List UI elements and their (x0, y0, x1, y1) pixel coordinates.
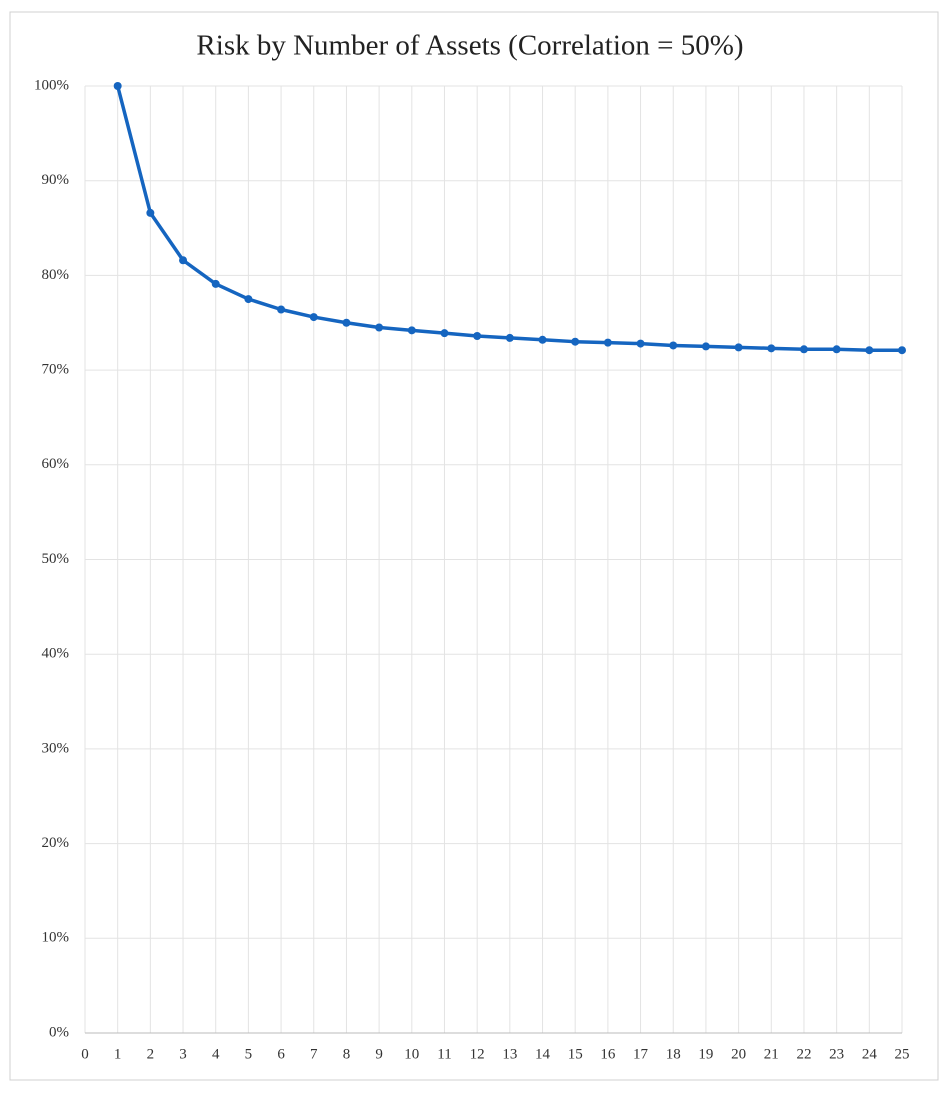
x-tick-label: 17 (633, 1046, 649, 1062)
data-point (309, 313, 318, 322)
x-tick-label: 5 (245, 1046, 253, 1062)
data-point (832, 345, 841, 354)
data-point (799, 345, 808, 354)
x-tick-label: 12 (470, 1046, 485, 1062)
y-tick-label: 40% (42, 646, 70, 662)
data-point (375, 323, 384, 332)
data-point (734, 343, 743, 352)
y-tick-label: 60% (42, 456, 70, 472)
x-tick-label: 25 (895, 1046, 910, 1062)
data-point (505, 333, 514, 342)
x-tick-label: 13 (502, 1046, 517, 1062)
x-tick-label: 19 (698, 1046, 713, 1062)
data-point (473, 332, 482, 341)
data-point (898, 346, 906, 355)
y-tick-label: 70% (42, 362, 70, 378)
data-point (538, 335, 547, 344)
x-tick-label: 18 (666, 1046, 681, 1062)
x-tick-label: 4 (212, 1046, 220, 1062)
y-tick-label: 100% (34, 77, 69, 93)
y-tick-label: 20% (42, 835, 70, 851)
data-point (603, 338, 612, 347)
x-tick-label: 9 (375, 1046, 383, 1062)
data-point (407, 326, 416, 335)
x-tick-label: 8 (343, 1046, 351, 1062)
data-point (211, 279, 220, 288)
x-tick-label: 6 (277, 1046, 285, 1062)
data-point (146, 208, 155, 217)
data-point (571, 337, 580, 346)
data-point (865, 346, 874, 355)
y-tick-label: 10% (42, 930, 70, 946)
data-point (767, 344, 776, 353)
x-tick-label: 11 (437, 1046, 451, 1062)
x-tick-label: 7 (310, 1046, 318, 1062)
data-point (277, 305, 286, 314)
data-point (244, 295, 253, 304)
chart-title: Risk by Number of Assets (Correlation = … (196, 30, 743, 62)
x-tick-label: 21 (764, 1046, 779, 1062)
x-tick-label: 2 (147, 1046, 155, 1062)
y-tick-label: 90% (42, 172, 70, 188)
data-point (701, 342, 710, 351)
data-point (669, 341, 678, 350)
y-tick-label: 0% (49, 1024, 69, 1040)
data-point (636, 339, 645, 348)
y-tick-label: 50% (42, 551, 70, 567)
x-tick-label: 23 (829, 1046, 844, 1062)
y-tick-label: 80% (42, 267, 70, 283)
x-tick-label: 0 (81, 1046, 89, 1062)
x-tick-label: 1 (114, 1046, 122, 1062)
data-point (113, 82, 122, 90)
x-tick-label: 3 (179, 1046, 187, 1062)
data-point (179, 256, 188, 265)
x-tick-label: 14 (535, 1046, 551, 1062)
x-tick-label: 22 (796, 1046, 811, 1062)
x-tick-label: 20 (731, 1046, 746, 1062)
x-tick-label: 10 (404, 1046, 419, 1062)
data-point (440, 329, 449, 338)
y-tick-label: 30% (42, 740, 70, 756)
x-tick-label: 15 (568, 1046, 583, 1062)
data-point (342, 318, 351, 327)
x-tick-label: 24 (862, 1046, 878, 1062)
chart-border (9, 11, 939, 1081)
x-tick-label: 16 (600, 1046, 616, 1062)
